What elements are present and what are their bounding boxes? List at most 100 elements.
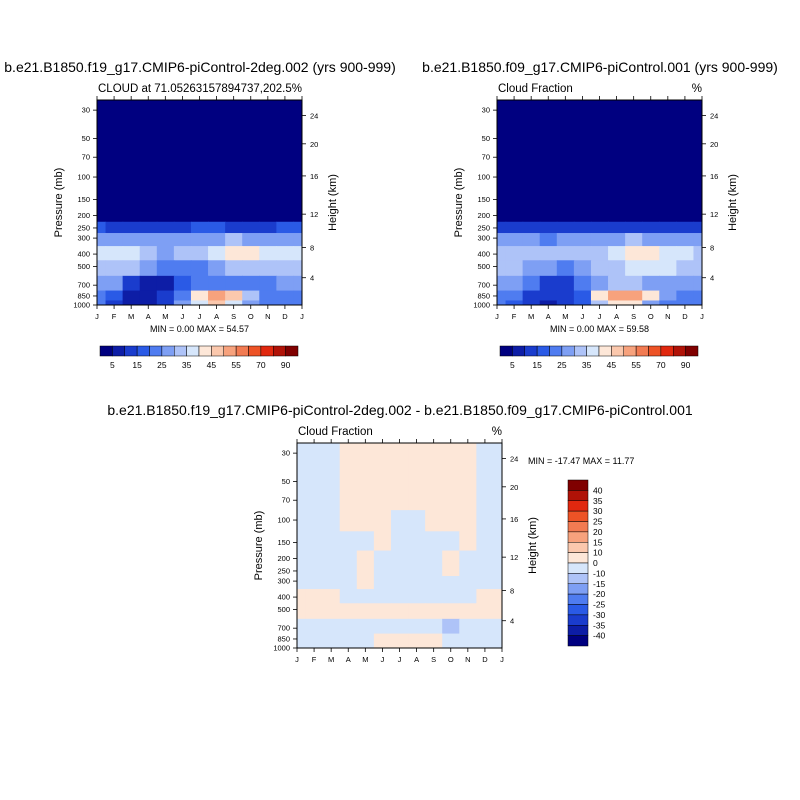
data-cell (173, 221, 192, 234)
y-tick-label: 1000 (273, 644, 290, 653)
data-cell (297, 643, 307, 648)
data-cell (356, 589, 375, 604)
data-cell (242, 124, 260, 149)
data-cell (297, 467, 307, 492)
data-cell (493, 589, 502, 604)
data-cell (373, 618, 392, 635)
data-cell (522, 124, 541, 149)
data-cell (676, 167, 695, 189)
data-cell (539, 246, 558, 261)
data-cell (356, 467, 375, 492)
data-cell (139, 233, 158, 247)
data-cell (242, 275, 260, 292)
x-tick-label: J (495, 312, 499, 321)
data-cell (390, 576, 409, 590)
data-cell (522, 221, 541, 234)
colorbar-swatch (567, 614, 589, 626)
data-cell (442, 467, 460, 492)
y-tick-label: 70 (482, 153, 490, 162)
x-tick-label: F (512, 312, 517, 321)
colorbar-swatch (198, 345, 212, 357)
data-cell (522, 233, 541, 247)
data-cell (259, 100, 277, 125)
data-cell (590, 290, 609, 302)
data-cell (425, 643, 443, 648)
data-cell (339, 510, 358, 532)
data-cell (425, 589, 443, 604)
data-cell (339, 589, 358, 604)
data-cell (497, 233, 507, 247)
colorbar-label: 35 (593, 496, 603, 506)
data-cell (476, 467, 495, 492)
data-cell (305, 550, 324, 566)
data-cell (539, 124, 558, 149)
data-cell (139, 188, 158, 209)
data-cell (173, 100, 192, 125)
data-cell (497, 124, 507, 149)
data-cell (373, 467, 392, 492)
data-cell (676, 124, 695, 149)
data-cell (608, 221, 626, 234)
data-cell (276, 290, 295, 302)
data-cell (339, 618, 358, 635)
data-cell (373, 576, 392, 590)
colorbar-swatch (673, 345, 686, 357)
colorbar-label: 70 (656, 360, 666, 370)
data-cell (556, 300, 575, 305)
colorbar-swatch (567, 583, 589, 595)
data-cell (276, 233, 295, 247)
data-cell (297, 603, 307, 620)
data-cell (373, 643, 392, 648)
panel3-title: b.e21.B1850.f19_g17.CMIP6-piControl-2deg… (107, 402, 692, 418)
data-cell (390, 564, 409, 577)
data-cell (590, 167, 609, 189)
data-cell (659, 246, 677, 261)
y-tick-label: 400 (477, 250, 490, 259)
data-cell (408, 603, 426, 620)
data-cell (390, 490, 409, 511)
colorbar-label: 25 (157, 360, 167, 370)
data-cell (139, 290, 158, 302)
data-cell (305, 618, 324, 635)
data-cell (459, 510, 477, 532)
data-cell (293, 167, 302, 189)
data-cell (97, 300, 107, 305)
colorbar-swatch (567, 500, 589, 512)
colorbar-swatch (567, 510, 589, 522)
data-cell (676, 147, 695, 168)
data-cell (139, 275, 158, 292)
data-cell (476, 531, 495, 552)
data-cell (522, 167, 541, 189)
colorbar-label: 15 (132, 360, 142, 370)
data-cell (322, 643, 341, 648)
data-cell (590, 260, 609, 277)
x-tick-label: S (231, 312, 236, 321)
data-cell (608, 124, 626, 149)
data-cell (356, 576, 375, 590)
data-cell (208, 124, 226, 149)
data-cell (242, 147, 260, 168)
colorbar-label: 20 (593, 527, 603, 537)
data-cell (173, 167, 192, 189)
panel2-title: b.e21.B1850.f09_g17.CMIP6-piControl.001 … (422, 59, 778, 75)
x-tick-label: F (112, 312, 117, 321)
data-cell (408, 531, 426, 552)
data-cell (608, 246, 626, 261)
x-tick-label: O (448, 655, 454, 664)
data-cell (276, 167, 295, 189)
x-tick-label: J (500, 655, 504, 664)
data-cell (625, 275, 643, 292)
data-cell (259, 167, 277, 189)
data-cell (105, 290, 124, 302)
data-cell (522, 260, 541, 277)
colorbar-swatch (136, 345, 150, 357)
data-cell (97, 188, 107, 209)
colorbar-label: -10 (593, 568, 606, 578)
y-tick-label: 850 (277, 634, 290, 643)
data-cell (642, 167, 660, 189)
data-cell (493, 490, 502, 511)
data-cell (242, 100, 260, 125)
x-tick-label: N (465, 655, 470, 664)
data-cell (276, 221, 295, 234)
data-cell (242, 290, 260, 302)
